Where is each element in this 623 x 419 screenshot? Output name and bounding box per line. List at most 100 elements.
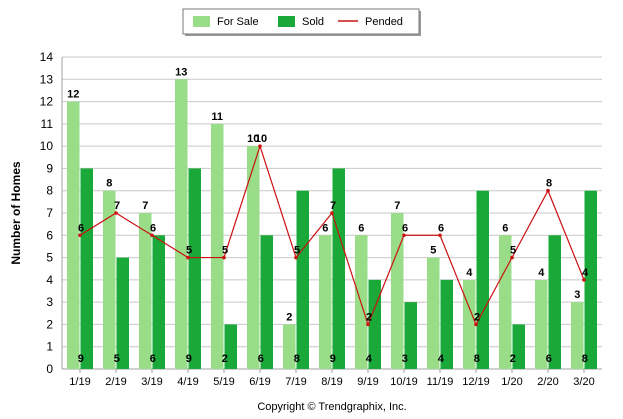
point-pended [402, 233, 406, 238]
x-tick-label: 12/19 [462, 376, 490, 388]
point-pended [474, 322, 478, 327]
data-label-sold: 9 [78, 353, 84, 365]
data-label-sold: 4 [438, 353, 445, 365]
data-label-pended: 5 [186, 245, 192, 257]
x-tick-label: 3/20 [573, 376, 594, 388]
x-tick-label: 1/20 [501, 376, 522, 388]
data-label-pended: 2 [474, 311, 480, 323]
point-pended [186, 255, 190, 260]
data-label-pended: 5 [222, 245, 228, 257]
bar-sold [368, 279, 381, 369]
bar-sold [80, 168, 93, 369]
y-tick-label: 10 [40, 139, 54, 153]
data-label-for-sale: 7 [394, 200, 400, 212]
data-label-pended: 7 [114, 200, 120, 212]
y-tick-label: 8 [46, 184, 53, 198]
bar-for-sale [319, 235, 332, 369]
point-pended [150, 233, 154, 238]
bar-for-sale [571, 302, 584, 369]
legend-swatch-sold [278, 16, 295, 27]
bar-sold [584, 190, 597, 369]
y-tick-label: 9 [46, 161, 53, 175]
data-label-sold: 6 [546, 353, 552, 365]
data-label-for-sale: 10 [247, 133, 259, 145]
bar-sold [440, 279, 453, 369]
bar-for-sale [139, 213, 152, 369]
data-label-pended: 10 [255, 133, 267, 145]
y-tick-label: 7 [46, 206, 53, 220]
data-label-pended: 6 [402, 222, 408, 234]
data-label-pended: 6 [438, 222, 444, 234]
data-label-sold: 5 [114, 353, 120, 365]
bar-for-sale [499, 235, 512, 369]
bar-sold [476, 190, 489, 369]
x-tick-label: 3/19 [141, 376, 162, 388]
data-label-pended: 6 [78, 222, 84, 234]
point-pended [78, 233, 82, 238]
bar-for-sale [391, 213, 404, 369]
data-label-sold: 6 [258, 353, 264, 365]
legend-box [182, 8, 420, 35]
data-label-pended: 8 [546, 178, 552, 190]
bar-sold [188, 168, 201, 369]
data-label-sold: 6 [150, 353, 156, 365]
point-pended [114, 211, 118, 215]
bar-sold [116, 257, 129, 369]
y-tick-label: 13 [40, 72, 54, 86]
y-tick-label: 11 [41, 117, 54, 131]
y-tick-label: 0 [46, 362, 53, 376]
bar-for-sale [535, 279, 548, 369]
bar-for-sale [211, 123, 224, 369]
data-label-for-sale: 6 [322, 222, 328, 234]
y-tick-label: 12 [40, 95, 54, 109]
data-label-for-sale: 11 [211, 111, 223, 123]
x-tick-label: 8/19 [321, 376, 342, 388]
data-label-for-sale: 4 [466, 267, 473, 279]
bar-for-sale [175, 79, 188, 370]
point-pended [582, 278, 586, 282]
data-label-sold: 8 [294, 353, 300, 365]
data-label-for-sale: 3 [574, 289, 580, 301]
point-pended [438, 233, 442, 238]
data-label-sold: 2 [510, 353, 516, 365]
data-label-pended: 2 [366, 311, 372, 323]
data-label-for-sale: 12 [67, 89, 79, 101]
x-tick-label: 4/19 [177, 376, 198, 388]
data-label-sold: 4 [366, 353, 373, 365]
bar-sold [512, 324, 525, 369]
bar-for-sale [67, 101, 80, 370]
data-label-for-sale: 2 [286, 311, 292, 323]
point-pended [330, 211, 334, 215]
legend-label-for-sale: For Sale [217, 16, 259, 28]
data-label-sold: 9 [330, 353, 336, 365]
data-label-sold: 8 [582, 353, 588, 365]
data-label-pended: 4 [582, 267, 589, 279]
x-tick-label: 10/19 [390, 376, 418, 388]
y-tick-label: 3 [46, 295, 53, 309]
data-label-pended: 7 [330, 200, 336, 212]
bar-for-sale [283, 324, 296, 369]
data-label-sold: 8 [474, 353, 480, 365]
y-tick-label: 2 [46, 317, 53, 331]
data-label-for-sale: 6 [358, 222, 364, 234]
data-label-sold: 2 [222, 353, 228, 365]
data-label-sold: 9 [186, 353, 192, 365]
bar-sold [296, 190, 309, 369]
y-tick-label: 1 [46, 340, 53, 354]
legend-label-pended: Pended [365, 16, 403, 28]
data-label-pended: 6 [150, 222, 156, 234]
y-tick-label: 14 [40, 50, 54, 64]
x-tick-label: 11/19 [427, 376, 454, 388]
data-label-sold: 3 [402, 353, 408, 365]
x-tick-label: 9/19 [357, 376, 378, 388]
point-pended [366, 322, 370, 327]
bar-sold [224, 324, 237, 369]
x-tick-label: 1/19 [69, 376, 90, 388]
bar-for-sale [247, 146, 260, 369]
x-tick-label: 7/19 [285, 376, 306, 388]
point-pended [258, 144, 262, 148]
data-label-pended: 5 [294, 245, 300, 257]
bar-for-sale [427, 257, 440, 369]
bar-for-sale [463, 279, 476, 369]
